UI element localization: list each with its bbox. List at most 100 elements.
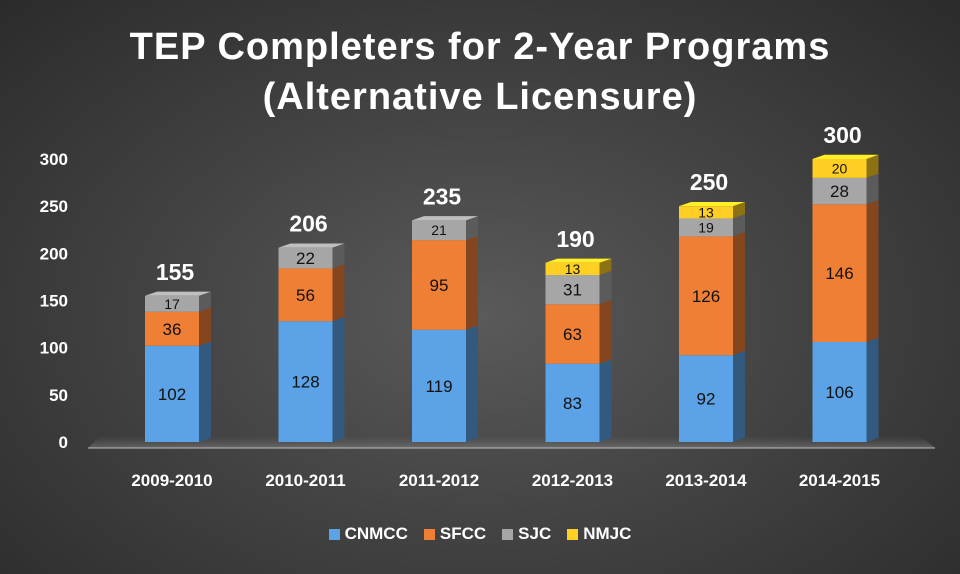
- data-label-nmjc: 13: [565, 261, 581, 277]
- data-label-nmjc: 20: [832, 160, 848, 176]
- total-label: 190: [556, 226, 594, 252]
- bar-segment-nmjc: [812, 159, 867, 178]
- legend-item-nmjc: NMJC: [567, 524, 631, 544]
- bar-stack-2010-2011: 128 56 22 206: [278, 211, 345, 442]
- total-label: 300: [823, 122, 861, 148]
- bar-side-cnmcc: [199, 341, 211, 442]
- bar-segment-sfcc: [679, 236, 733, 356]
- bar-top-face: [145, 291, 211, 296]
- data-label-sjc: 28: [830, 182, 849, 201]
- bar-top-face: [412, 216, 478, 221]
- legend-item-cnmcc: CNMCC: [328, 524, 408, 544]
- data-label-sfcc: 146: [825, 264, 853, 283]
- bar-segment-cnmcc: [145, 345, 199, 442]
- bar-side-cnmcc: [866, 337, 879, 442]
- bar-segment-cnmcc: [412, 329, 466, 442]
- data-label-sfcc: 36: [163, 320, 182, 339]
- bar-side-sfcc: [866, 200, 879, 343]
- y-tick-label: 100: [40, 339, 68, 358]
- chart-title-line-2: (Alternative Licensure): [262, 76, 698, 118]
- bar-side-sjc: [599, 270, 612, 305]
- total-label: 250: [690, 169, 728, 195]
- x-tick-label: 2013-2014: [665, 471, 747, 490]
- bars: 1023617155128562220611995212358363311319…: [145, 122, 879, 442]
- x-tick-label: 2012-2013: [532, 471, 613, 490]
- bar-top-face: [812, 154, 879, 159]
- bar-segment-sjc: [278, 247, 333, 269]
- bar-side-cnmcc: [466, 325, 478, 442]
- legend-swatch: [502, 528, 514, 540]
- bar-segment-sfcc: [145, 311, 199, 346]
- y-axis: 0 50 100 150 200 250 300: [40, 150, 68, 452]
- bar-segment-sjc: [412, 220, 466, 241]
- legend-swatch: [328, 528, 340, 540]
- legend-item-sjc: SJC: [502, 524, 551, 544]
- bar-segment-cnmcc: [545, 363, 600, 442]
- bar-side-sfcc: [332, 264, 345, 322]
- chart-floor: [88, 436, 935, 449]
- bar-stack-2012-2013: 83 63 31 13 190: [545, 226, 612, 442]
- data-label-sjc: 21: [431, 222, 447, 238]
- legend-swatch: [423, 528, 435, 540]
- bar-side-sjc: [332, 243, 345, 269]
- legend-label: NMJC: [583, 524, 632, 543]
- bar-side-sjc: [733, 214, 745, 237]
- data-label-cnmcc: 119: [425, 377, 452, 396]
- x-tick-label: 2010-2011: [265, 471, 345, 490]
- bar-segment-cnmcc: [679, 355, 733, 442]
- data-label-sfcc: 95: [430, 276, 449, 295]
- total-label: 155: [156, 259, 195, 285]
- bar-segment-sfcc: [545, 304, 600, 364]
- bar-side-sfcc: [599, 300, 612, 364]
- bar-side-sfcc: [466, 235, 478, 330]
- legend-label: SFCC: [439, 524, 487, 543]
- legend: CNMCC SFCC SJC NMJC: [0, 524, 960, 544]
- bar-segment-sjc: [145, 295, 199, 312]
- bar-side-sjc: [866, 173, 879, 205]
- x-axis: 2009-2010 2010-2011 2011-2012 2012-2013 2013…: [131, 471, 880, 490]
- bar-side-nmjc: [866, 154, 879, 178]
- bar-segment-cnmcc: [812, 342, 867, 442]
- data-label-sfcc: 56: [296, 286, 315, 305]
- data-label-cnmcc: 92: [697, 390, 716, 409]
- chart-title-line-1: TEP Completers for 2-Year Programs: [129, 26, 831, 68]
- bar-side-cnmcc: [332, 317, 345, 442]
- data-label-sfcc: 63: [563, 325, 582, 344]
- total-label: 235: [423, 183, 462, 209]
- bar-side-sfcc: [733, 232, 745, 356]
- x-tick-label: 2011-2012: [399, 471, 479, 490]
- data-label-sjc: 17: [164, 296, 180, 312]
- data-label-cnmcc: 128: [291, 373, 319, 392]
- x-tick-label: 2014-2015: [799, 471, 880, 490]
- y-tick-label: 200: [40, 244, 68, 263]
- bar-segment-nmjc: [545, 262, 600, 276]
- y-tick-label: 150: [40, 292, 68, 311]
- floor-plane: [88, 436, 935, 448]
- y-tick-label: 300: [40, 150, 68, 169]
- y-tick-label: 50: [49, 386, 68, 405]
- bar-side-sjc: [199, 291, 211, 312]
- legend-swatch: [567, 528, 579, 540]
- data-label-cnmcc: 106: [825, 383, 853, 402]
- legend-label: CNMCC: [344, 524, 408, 543]
- bar-segment-sjc: [679, 218, 733, 237]
- y-tick-label: 0: [59, 433, 68, 452]
- bar-stack-2009-2010: 102 36 17 155: [145, 259, 211, 442]
- bar-side-sfcc: [199, 307, 211, 346]
- data-label-nmjc: 13: [698, 204, 714, 220]
- bar-side-cnmcc: [733, 351, 745, 442]
- data-label-sfcc: 126: [692, 287, 720, 306]
- bar-stack-2011-2012: 119 95 21 235: [412, 183, 478, 442]
- bar-side-nmjc: [733, 201, 745, 219]
- legend-label: SJC: [518, 524, 552, 543]
- bar-segment-sfcc: [812, 204, 867, 343]
- bar-segment-cnmcc: [278, 321, 333, 442]
- data-label-cnmcc: 83: [563, 394, 582, 413]
- bar-side-cnmcc: [599, 359, 612, 442]
- total-label: 206: [289, 211, 327, 237]
- bar-side-sjc: [466, 216, 478, 241]
- x-tick-label: 2009-2010: [131, 471, 212, 490]
